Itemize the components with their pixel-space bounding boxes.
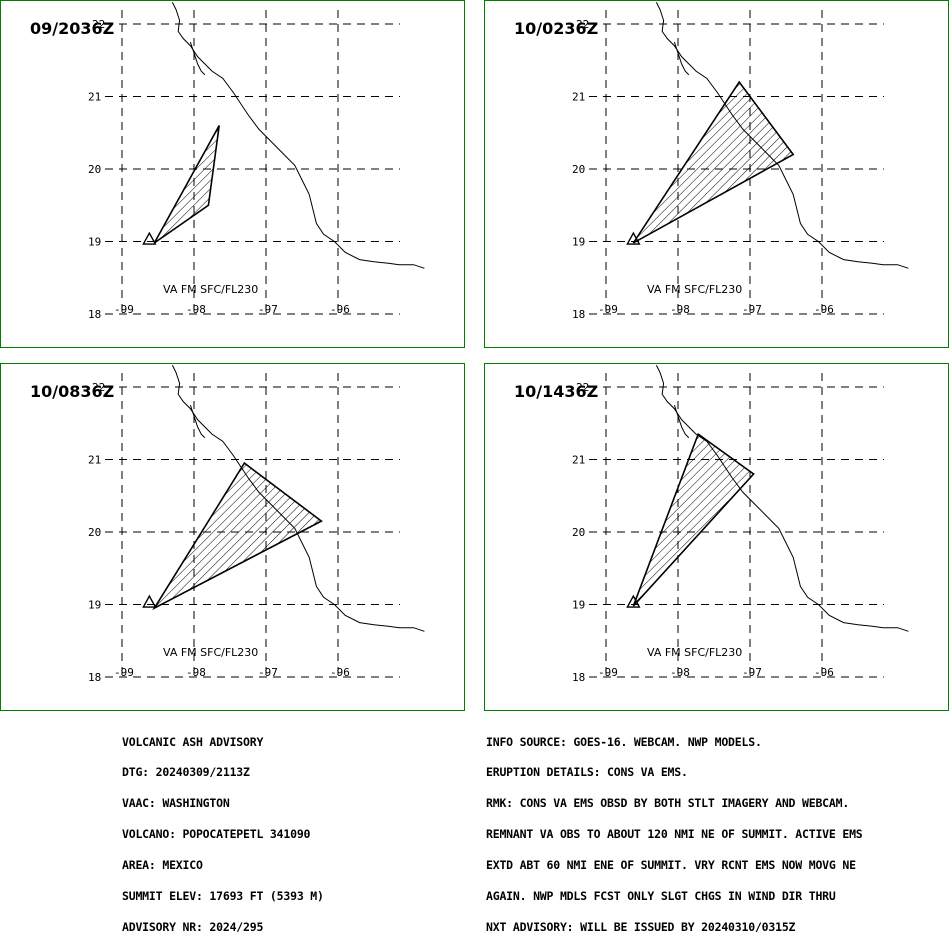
panel-border: [0, 363, 465, 711]
layer-label: VA FM SFC/FL230: [647, 283, 742, 296]
remarks-line: EXTD ABT 60 NMI ENE OF SUMMIT. VRY RCNT …: [486, 858, 856, 873]
advisory-line: SUMMIT ELEV: 17693 FT (5393 M): [122, 889, 324, 904]
layer-label: VA FM SFC/FL230: [163, 283, 258, 296]
advisory-line: VOLCANIC ASH ADVISORY: [122, 734, 264, 749]
lon-tick-label: -96: [814, 666, 834, 679]
lat-tick-label: 21: [88, 91, 101, 104]
lat-tick-label: 22: [576, 381, 589, 394]
lagoon-outline: [673, 41, 690, 76]
panel-border: [0, 0, 465, 348]
forecast-panel: -99 -98 -97 -96 22 21 20 19 18 09/2036Z VA FM SFC/…: [0, 0, 465, 348]
coastline: [655, 365, 909, 632]
lon-tick-label: -98: [186, 303, 206, 316]
remarks-line: AGAIN. NWP MDLS FCST ONLY SLGT CHGS IN W…: [486, 889, 836, 904]
lat-tick-label: 18: [572, 308, 585, 321]
ash-cloud-polygon: [153, 125, 220, 244]
lat-tick-label: 18: [88, 308, 101, 321]
lat-tick-label: 20: [572, 526, 585, 539]
coastline: [171, 365, 425, 632]
coastline: [655, 2, 909, 269]
lat-tick-label: 22: [92, 381, 105, 394]
lon-tick-label: -99: [598, 303, 618, 316]
lon-tick-label: -97: [742, 303, 762, 316]
ash-map: -99 -98 -97 -96 22 21 20 19 18 10/0836Z VA FM SFC/…: [0, 363, 465, 711]
lat-tick-label: 19: [572, 236, 585, 249]
advisory-line: VAAC: WASHINGTON: [122, 796, 230, 811]
lat-tick-label: 20: [88, 163, 101, 176]
lat-tick-label: 21: [572, 91, 585, 104]
ash-cloud-polygon: [152, 461, 323, 611]
lagoon-outline: [673, 404, 690, 439]
lon-tick-label: -97: [258, 303, 278, 316]
lon-tick-label: -99: [598, 666, 618, 679]
volcano-icon: [142, 231, 157, 245]
forecast-panel: -99 -98 -97 -96 22 21 20 19 18 10/0836Z VA FM SFC/…: [0, 363, 465, 711]
layer-label: VA FM SFC/FL230: [163, 646, 258, 659]
lat-tick-label: 22: [576, 18, 589, 31]
lat-tick-label: 21: [88, 454, 101, 467]
advisory-remarks-block: INFO SOURCE: GOES-16. WEBCAM. NWP MODELS…: [486, 716, 863, 943]
lon-tick-label: -99: [114, 303, 134, 316]
ash-cloud-polygon: [632, 432, 755, 607]
ash-map: -99 -98 -97 -96 22 21 20 19 18 09/2036Z VA FM SFC/…: [0, 0, 465, 348]
volcano-icon: [626, 594, 641, 608]
panel-border: [484, 0, 949, 348]
forecast-panel: -99 -98 -97 -96 22 21 20 19 18 10/1436Z VA FM SFC/…: [484, 363, 949, 711]
lat-tick-label: 19: [572, 599, 585, 612]
advisory-header-block: VOLCANIC ASH ADVISORY DTG: 20240309/2113…: [122, 716, 324, 943]
remarks-line: REMNANT VA OBS TO ABOUT 120 NMI NE OF SU…: [486, 827, 863, 842]
coastline: [171, 2, 425, 269]
remarks-line: RMK: CONS VA EMS OBSD BY BOTH STLT IMAGE…: [486, 796, 850, 811]
lat-tick-label: 22: [92, 18, 105, 31]
lon-tick-label: -98: [670, 303, 690, 316]
forecast-panel: -99 -98 -97 -96 22 21 20 19 18 10/0236Z VA FM SFC/…: [484, 0, 949, 348]
lon-tick-label: -96: [814, 303, 834, 316]
advisory-line: ADVISORY NR: 2024/295: [122, 919, 264, 934]
panel-border: [484, 363, 949, 711]
lon-tick-label: -96: [330, 666, 350, 679]
lat-tick-label: 20: [88, 526, 101, 539]
advisory-line: DTG: 20240309/2113Z: [122, 765, 250, 780]
lagoon-outline: [189, 404, 206, 439]
volcano-icon: [626, 231, 641, 245]
remarks-line: NXT ADVISORY: WILL BE ISSUED BY 20240310…: [486, 919, 796, 934]
layer-label: VA FM SFC/FL230: [647, 646, 742, 659]
time-label: 10/0236Z: [514, 19, 598, 38]
lat-tick-label: 18: [572, 671, 585, 684]
lat-tick-label: 20: [572, 163, 585, 176]
lon-tick-label: -96: [330, 303, 350, 316]
lon-tick-label: -99: [114, 666, 134, 679]
time-label: 09/2036Z: [30, 19, 114, 38]
lon-tick-label: -97: [742, 666, 762, 679]
remarks-line: ERUPTION DETAILS: CONS VA EMS.: [486, 765, 688, 780]
lagoon-outline: [189, 41, 206, 76]
ash-map: -99 -98 -97 -96 22 21 20 19 18 10/0236Z VA FM SFC/…: [484, 0, 949, 348]
ash-map: -99 -98 -97 -96 22 21 20 19 18 10/1436Z VA FM SFC/…: [484, 363, 949, 711]
advisory-line: VOLCANO: POPOCATEPETL 341090: [122, 827, 311, 842]
lon-tick-label: -98: [186, 666, 206, 679]
ash-cloud-polygon: [632, 80, 795, 244]
time-label: 10/1436Z: [514, 382, 598, 401]
lon-tick-label: -98: [670, 666, 690, 679]
lat-tick-label: 19: [88, 236, 101, 249]
advisory-line: AREA: MEXICO: [122, 858, 203, 873]
remarks-line: INFO SOURCE: GOES-16. WEBCAM. NWP MODELS…: [486, 734, 762, 749]
time-label: 10/0836Z: [30, 382, 114, 401]
lat-tick-label: 21: [572, 454, 585, 467]
volcano-icon: [142, 594, 157, 608]
lat-tick-label: 18: [88, 671, 101, 684]
lat-tick-label: 19: [88, 599, 101, 612]
lon-tick-label: -97: [258, 666, 278, 679]
